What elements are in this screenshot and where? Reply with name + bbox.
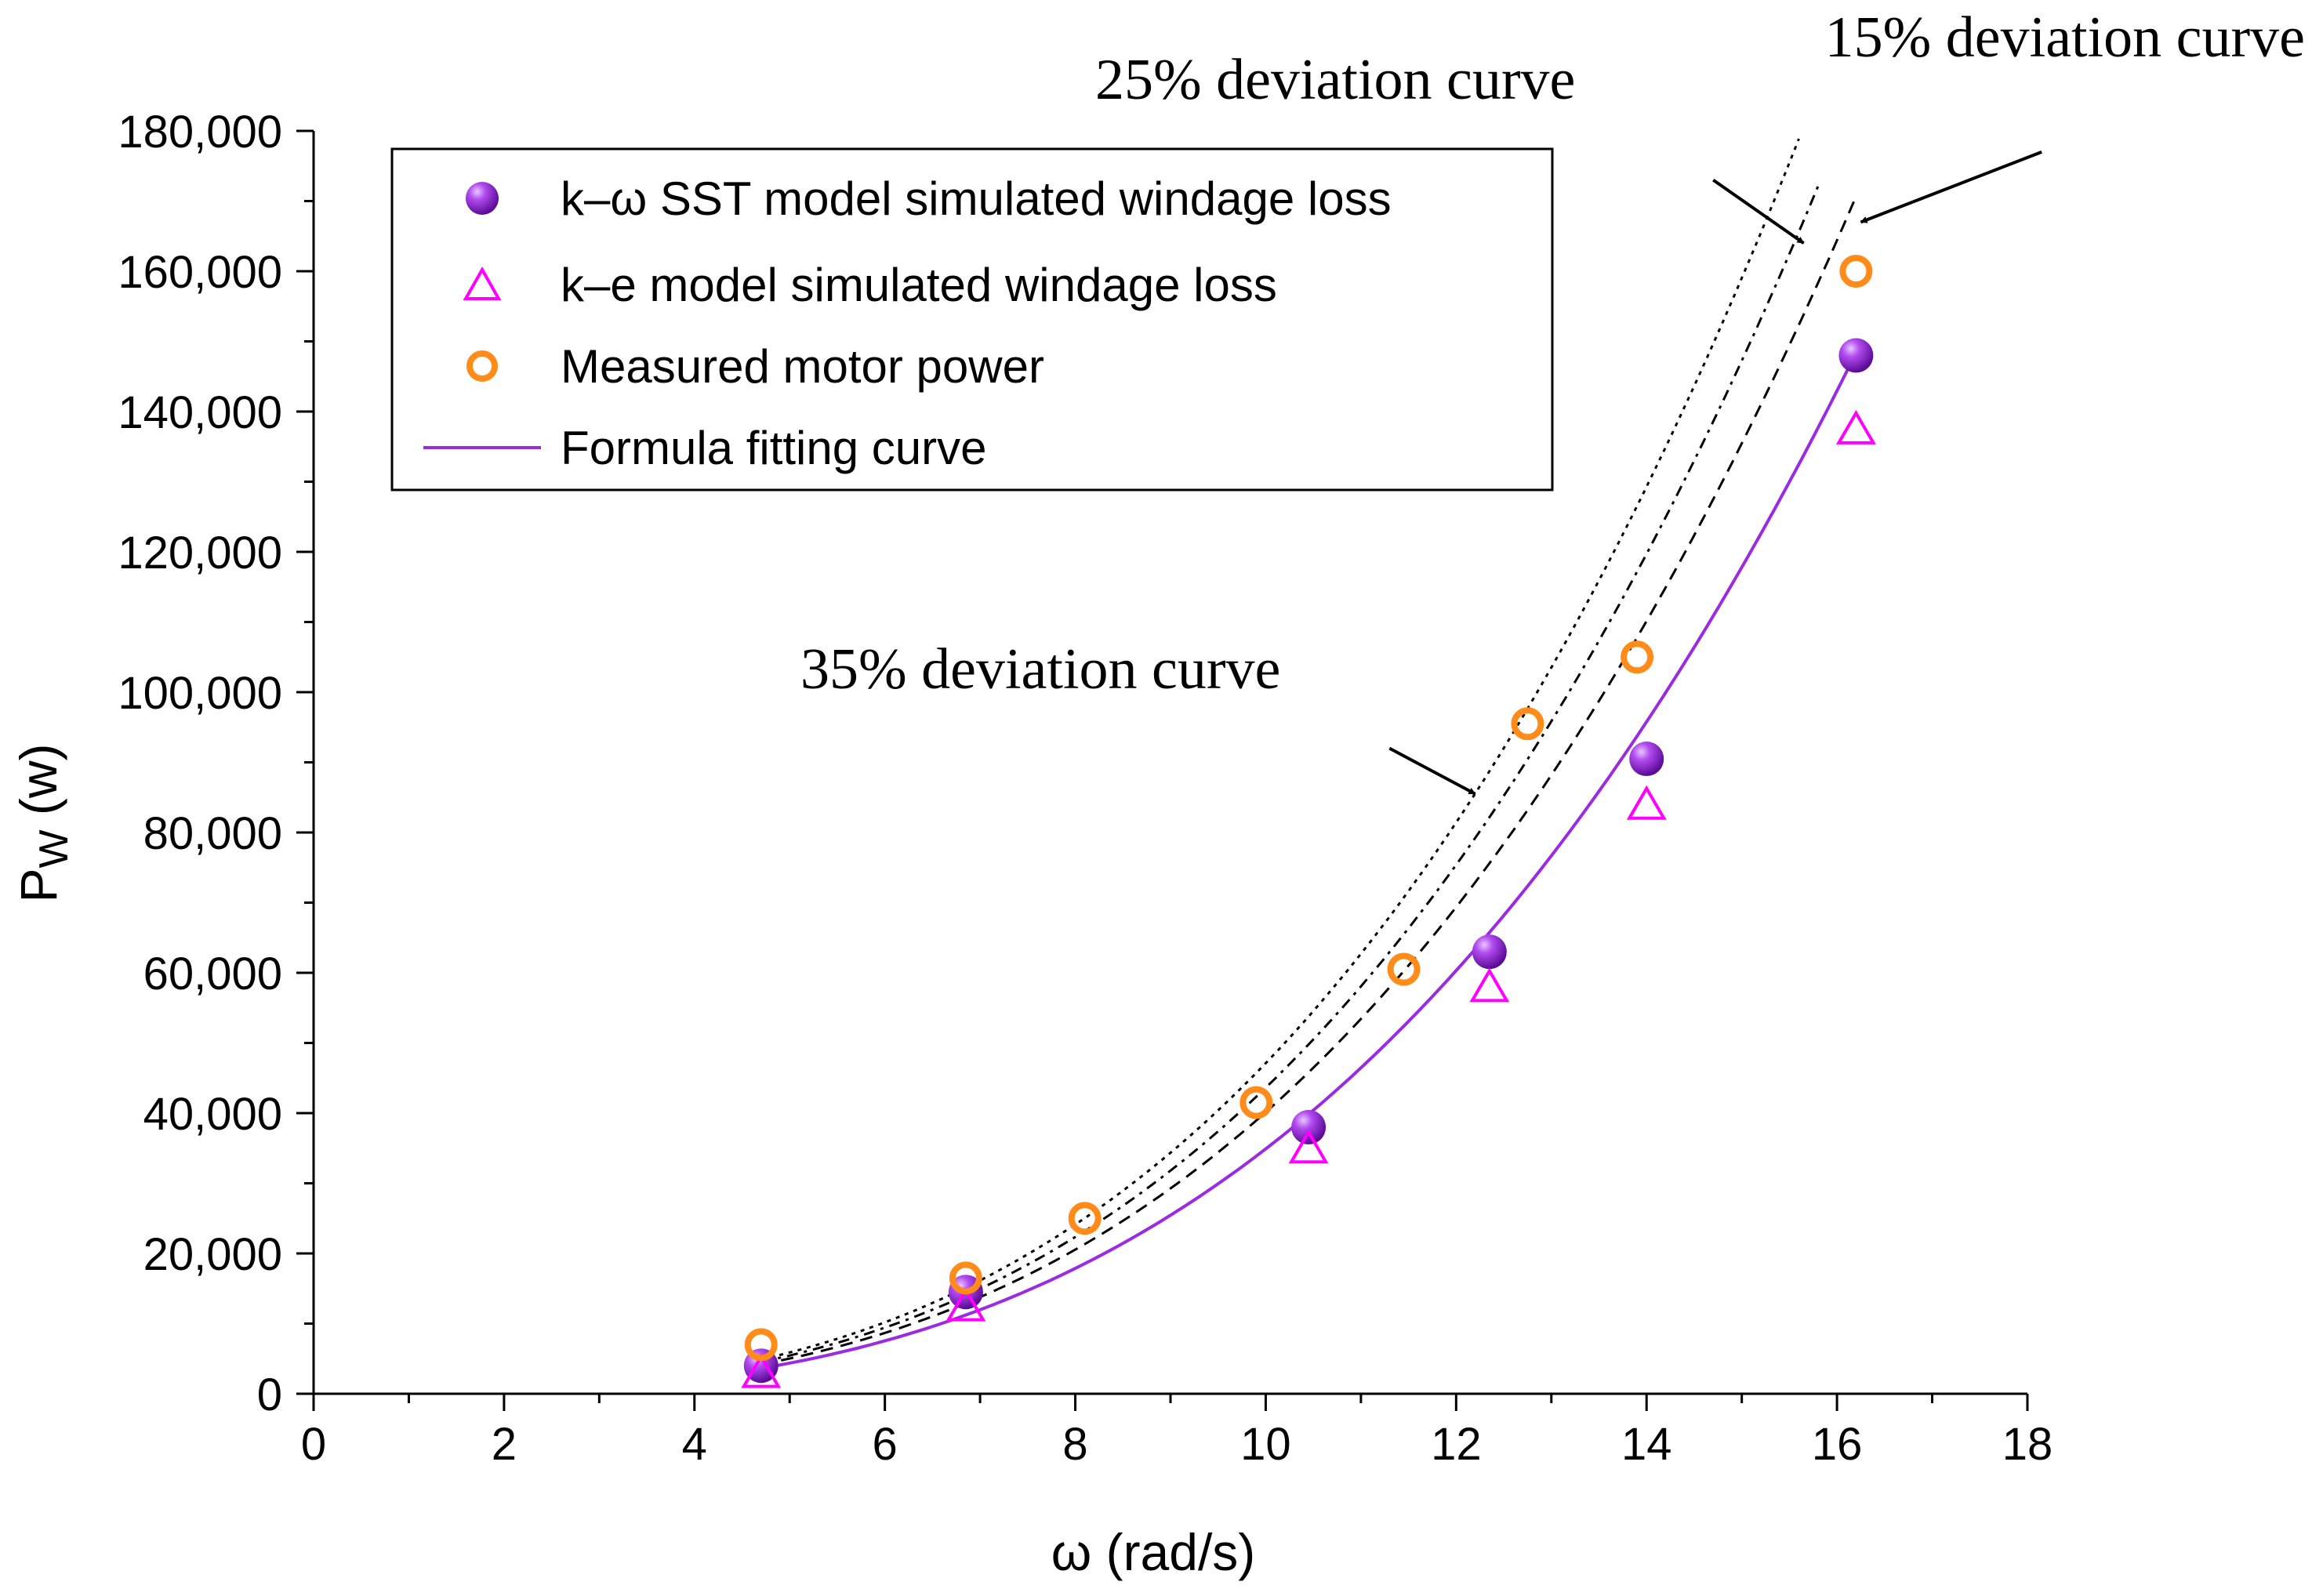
legend-sphere-icon — [466, 182, 499, 215]
x-tick-label: 18 — [2002, 1419, 2053, 1470]
y-tick-label: 60,000 — [143, 949, 282, 999]
y-tick-label: 80,000 — [143, 808, 282, 859]
axes: 0 2 4 6 8 10 12 14 16 18 0 20,000 40,000 60,000 80,000… — [118, 107, 2052, 1470]
x-tick-label: 2 — [492, 1419, 517, 1470]
triangle-point — [1288, 1129, 1329, 1164]
y-tick-label: 0 — [257, 1369, 282, 1420]
x-tick-label: 16 — [1812, 1419, 1863, 1470]
annotation-label: 15% deviation curve — [1825, 5, 2305, 70]
y-tick-label: 120,000 — [118, 528, 282, 579]
triangle-point — [1469, 967, 1510, 1003]
deviation-curve-35 — [760, 138, 1800, 1361]
sphere-point — [1472, 934, 1507, 970]
annotation-arrow — [1388, 746, 1476, 796]
deviation-curve-15 — [760, 196, 1857, 1366]
x-tick-label: 12 — [1431, 1419, 1482, 1470]
legend-label-fit: Formula fitting curve — [561, 422, 987, 474]
circle-point — [1511, 707, 1544, 741]
triangle-point — [1835, 409, 1876, 444]
x-axis-title: ω (rad/s) — [1051, 1523, 1256, 1581]
y-tick-label: 40,000 — [143, 1089, 282, 1140]
triangle-point — [741, 1353, 782, 1388]
circle-point — [1387, 952, 1421, 986]
annotations: 15% deviation curve 25% deviation curve 35… — [800, 5, 2305, 796]
x-tick-label: 6 — [873, 1419, 898, 1470]
circle-point — [744, 1328, 778, 1362]
annotation-label: 35% deviation curve — [800, 637, 1280, 702]
y-tick-label: 100,000 — [118, 668, 282, 719]
sphere-point — [1291, 1109, 1327, 1144]
legend: k–ω SST model simulated windage loss k–e… — [390, 147, 1554, 491]
sphere-point — [1629, 742, 1664, 777]
x-tick-label: 8 — [1062, 1419, 1087, 1470]
triangle-point — [1626, 785, 1667, 820]
y-axis-title: PW (w) — [9, 743, 77, 902]
circle-point — [1839, 255, 1873, 288]
circle-point — [1239, 1086, 1273, 1119]
x-tick-label: 4 — [682, 1419, 707, 1470]
x-tick-label: 0 — [301, 1419, 326, 1470]
fitting-curve — [760, 352, 1858, 1370]
x-tick-label: 14 — [1621, 1419, 1672, 1470]
deviation-curve-25 — [760, 186, 1820, 1363]
y-tick-label: 140,000 — [118, 387, 282, 438]
annotation-label: 25% deviation curve — [1095, 48, 1575, 112]
sphere-point — [1838, 338, 1874, 373]
legend-label-kw-sst: k–ω SST model simulated windage loss — [561, 172, 1392, 225]
y-tick-label: 160,000 — [118, 247, 282, 298]
circle-point — [1068, 1202, 1102, 1235]
annotation-arrow — [1712, 179, 1805, 245]
legend-label-measured: Measured motor power — [561, 340, 1044, 393]
annotation-arrow — [1860, 150, 2042, 224]
legend-frame — [390, 147, 1554, 491]
circle-point — [949, 1261, 982, 1295]
x-tick-label: 10 — [1240, 1419, 1291, 1470]
y-tick-label: 20,000 — [143, 1229, 282, 1280]
legend-label-ke: k–e model simulated windage loss — [561, 259, 1277, 311]
y-tick-label: 180,000 — [118, 107, 282, 158]
markers — [741, 255, 1876, 1388]
triangle-point — [945, 1286, 986, 1322]
legend-triangle-icon — [463, 266, 502, 300]
legend-circle-icon — [466, 350, 498, 382]
circle-point — [1621, 640, 1654, 674]
